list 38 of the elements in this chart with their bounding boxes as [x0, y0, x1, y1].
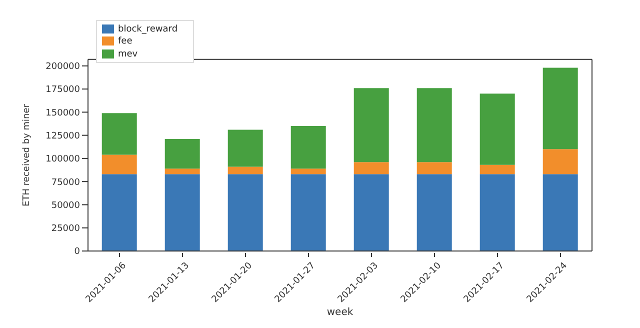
bar: [480, 94, 515, 165]
bar: [542, 68, 578, 150]
bar: [102, 174, 137, 251]
bar: [354, 162, 389, 174]
y-tick-label: 150000: [46, 108, 80, 118]
y-tick-label: 125000: [46, 132, 80, 142]
y-tick-label: 50000: [51, 200, 80, 211]
bar: [480, 174, 515, 251]
y-tick-label: 100000: [46, 154, 80, 165]
x-axis-title: week: [326, 307, 354, 318]
bar: [416, 174, 452, 251]
y-tick-label: 25000: [51, 224, 80, 234]
legend-label: mev: [118, 49, 138, 60]
bar: [164, 139, 200, 169]
bar: [228, 130, 263, 167]
bar: [416, 88, 452, 162]
y-tick-label: 175000: [46, 85, 80, 96]
bar: [480, 164, 515, 174]
bar: [542, 149, 578, 174]
bar: [164, 168, 200, 174]
y-tick-label: 75000: [51, 178, 80, 188]
bar: [354, 174, 389, 251]
legend-label: fee: [118, 36, 132, 47]
bar: [542, 174, 578, 251]
y-tick-label: 200000: [46, 62, 80, 72]
bar: [290, 168, 326, 174]
bar: [354, 88, 389, 162]
bar: [164, 174, 200, 251]
bar: [228, 166, 263, 174]
legend-label: block_reward: [118, 24, 178, 34]
bar: [290, 126, 326, 169]
bar: [102, 154, 137, 174]
bar: [228, 174, 263, 251]
y-tick-label: 0: [74, 247, 80, 258]
bar: [416, 162, 452, 174]
y-axis-title: ETH received by miner: [22, 104, 32, 206]
bar: [102, 113, 137, 155]
bar: [290, 174, 326, 251]
